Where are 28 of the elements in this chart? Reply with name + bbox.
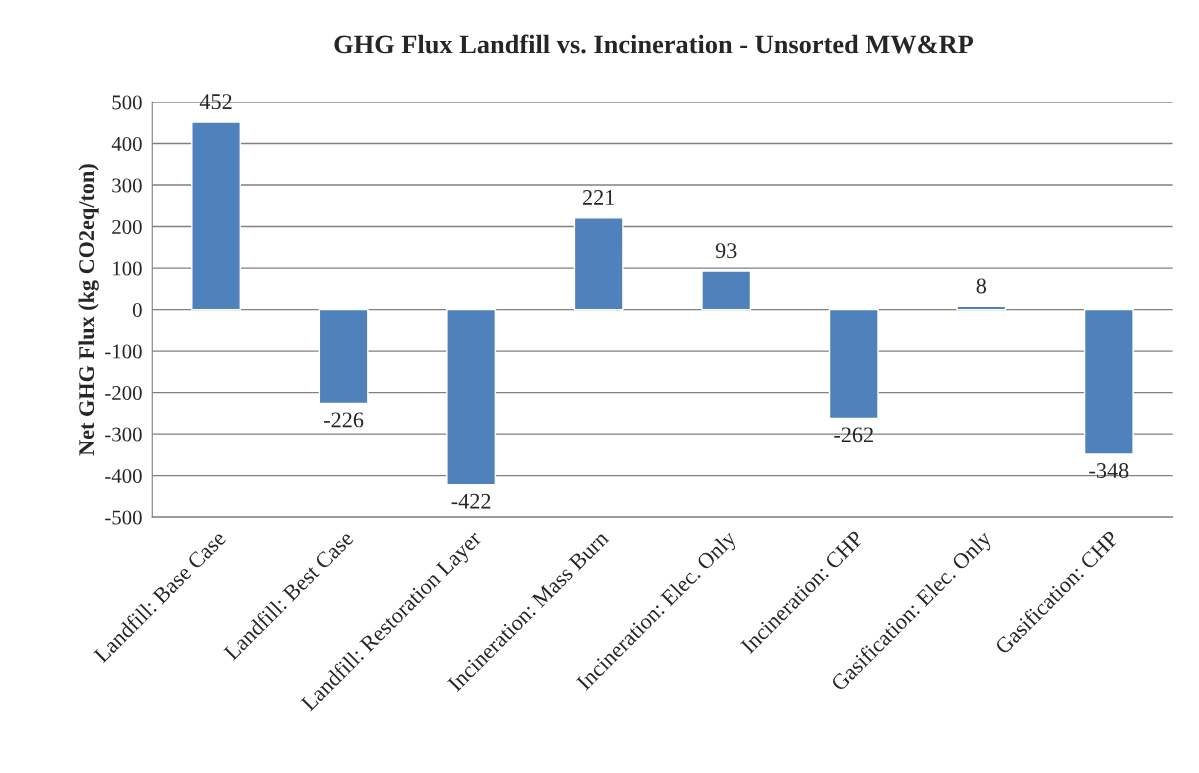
bar xyxy=(1083,308,1134,455)
bar xyxy=(573,217,624,311)
y-tick-label: 400 xyxy=(111,136,142,151)
bar xyxy=(828,308,879,420)
data-label: 8 xyxy=(976,278,987,294)
data-label: 452 xyxy=(199,94,232,110)
data-label: 221 xyxy=(582,190,615,205)
y-tick-label: -300 xyxy=(105,427,142,442)
data-label: -262 xyxy=(834,427,873,443)
y-tick-label: -200 xyxy=(105,385,142,401)
data-label: -422 xyxy=(451,493,491,509)
y-tick-label: 200 xyxy=(112,219,142,234)
data-label: 93 xyxy=(715,243,737,259)
bar xyxy=(191,121,241,311)
y-tick-label: 0 xyxy=(132,302,142,318)
y-tick-label: -100 xyxy=(105,344,142,359)
data-label: -348 xyxy=(1089,463,1129,479)
bar xyxy=(701,270,752,311)
y-tick-label: 500 xyxy=(112,95,142,110)
y-tick-label: -500 xyxy=(105,510,142,525)
bar xyxy=(446,308,497,486)
data-label: -226 xyxy=(324,412,364,428)
y-axis-title: Net GHG Flux (kg CO2eq/ton) xyxy=(78,164,99,456)
chart-title: GHG Flux Landfill vs. Incineration - Unsorted MW&RP xyxy=(334,34,974,54)
y-tick-label: 300 xyxy=(112,178,142,193)
bar xyxy=(318,308,369,405)
y-tick-label: 100 xyxy=(113,261,142,276)
y-tick-label: -400 xyxy=(105,469,142,484)
